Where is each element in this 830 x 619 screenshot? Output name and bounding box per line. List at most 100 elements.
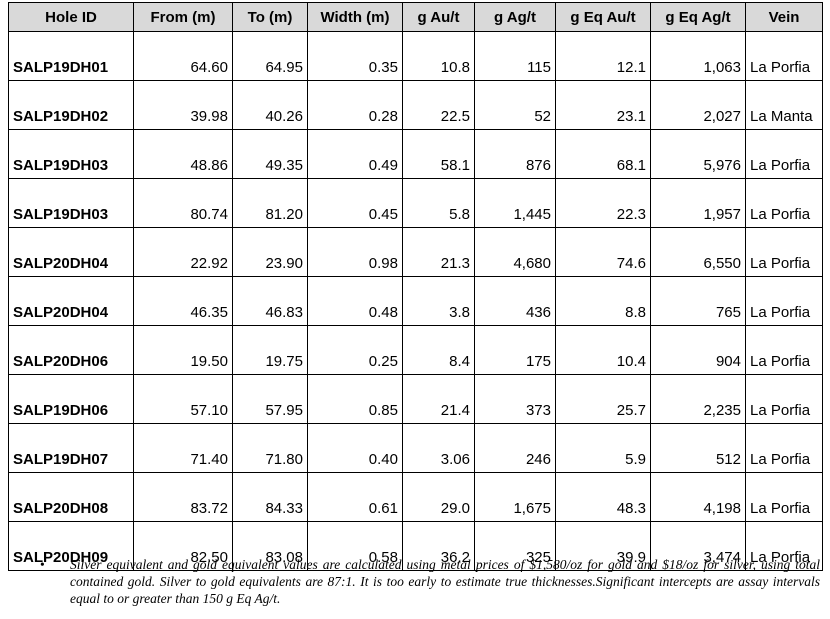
table-cell: 19.50 bbox=[133, 325, 233, 375]
table-cell: SALP19DH06 bbox=[8, 374, 134, 424]
header-cell: Vein bbox=[745, 2, 823, 32]
footnote-text: Silver equivalent and gold equivalent va… bbox=[70, 557, 820, 606]
table-cell: 5.9 bbox=[555, 423, 651, 473]
table-cell: 0.48 bbox=[307, 276, 403, 326]
table-cell: SALP19DH03 bbox=[8, 129, 134, 179]
table-cell: 765 bbox=[650, 276, 746, 326]
table-cell: La Porfia bbox=[745, 325, 823, 375]
table-cell: 2,235 bbox=[650, 374, 746, 424]
table-cell: La Porfia bbox=[745, 521, 823, 571]
table-cell: 876 bbox=[474, 129, 556, 179]
table-cell: 0.45 bbox=[307, 178, 403, 228]
table-cell: SALP20DH04 bbox=[8, 227, 134, 277]
header-cell: g Eq Ag/t bbox=[650, 2, 746, 32]
table-body: SALP19DH01 64.60 64.95 0.35 10.8 115 12.1 1,063… bbox=[8, 31, 823, 571]
table-cell: 46.83 bbox=[232, 276, 308, 326]
table-cell: 21.4 bbox=[402, 374, 475, 424]
table-cell: 0.85 bbox=[307, 374, 403, 424]
table-cell: 49.35 bbox=[232, 129, 308, 179]
bullet: • bbox=[40, 557, 45, 572]
header-cell: Width (m) bbox=[307, 2, 403, 32]
table-cell: 80.74 bbox=[133, 178, 233, 228]
table-cell: 40.26 bbox=[232, 80, 308, 130]
table-cell: 8.4 bbox=[402, 325, 475, 375]
table-cell: 3,474 bbox=[650, 521, 746, 571]
table-cell: 39.98 bbox=[133, 80, 233, 130]
table-cell: 1,063 bbox=[650, 31, 746, 81]
table-cell: 22.92 bbox=[133, 227, 233, 277]
table-cell: 10.8 bbox=[402, 31, 475, 81]
table-cell: La Porfia bbox=[745, 227, 823, 277]
table-cell: 52 bbox=[474, 80, 556, 130]
table-cell: SALP20DH04 bbox=[8, 276, 134, 326]
table-cell: 0.58 bbox=[307, 521, 403, 571]
table-row: SALP20DH09 82.50 83.08 0.58 36.2 325 39.9 3,474… bbox=[8, 521, 823, 571]
table-row: SALP20DH04 46.35 46.83 0.48 3.8 436 8.8 765 La P… bbox=[8, 276, 823, 326]
table-cell: 246 bbox=[474, 423, 556, 473]
table-cell: 5,976 bbox=[650, 129, 746, 179]
table-cell: 8.8 bbox=[555, 276, 651, 326]
header-cell: From (m) bbox=[133, 2, 233, 32]
table-row: SALP20DH06 19.50 19.75 0.25 8.4 175 10.4 904 La … bbox=[8, 325, 823, 375]
table-row: SALP19DH03 80.74 81.20 0.45 5.8 1,445 22.3 1,95… bbox=[8, 178, 823, 228]
table-cell: 3.8 bbox=[402, 276, 475, 326]
table-cell: 6,550 bbox=[650, 227, 746, 277]
table-cell: 4,198 bbox=[650, 472, 746, 522]
table-cell: SALP19DH03 bbox=[8, 178, 134, 228]
table-cell: La Porfia bbox=[745, 31, 823, 81]
table-cell: SALP19DH01 bbox=[8, 31, 134, 81]
table-cell: 904 bbox=[650, 325, 746, 375]
table-cell: 4,680 bbox=[474, 227, 556, 277]
table-cell: 175 bbox=[474, 325, 556, 375]
table-cell: 22.5 bbox=[402, 80, 475, 130]
data-table: Hole ID From (m) To (m) Width (m) g Au/t g Ag… bbox=[8, 2, 823, 571]
table-cell: 0.28 bbox=[307, 80, 403, 130]
table-cell: 46.35 bbox=[133, 276, 233, 326]
table-row: SALP19DH03 48.86 49.35 0.49 58.1 876 68.1 5,976… bbox=[8, 129, 823, 179]
table-cell: 0.98 bbox=[307, 227, 403, 277]
table-cell: La Porfia bbox=[745, 472, 823, 522]
table-cell: 58.1 bbox=[402, 129, 475, 179]
table-cell: 22.3 bbox=[555, 178, 651, 228]
table-cell: 48.3 bbox=[555, 472, 651, 522]
table-cell: 23.1 bbox=[555, 80, 651, 130]
table-cell: SALP19DH07 bbox=[8, 423, 134, 473]
table-cell: 64.95 bbox=[232, 31, 308, 81]
table-cell: 68.1 bbox=[555, 129, 651, 179]
table-cell: 64.60 bbox=[133, 31, 233, 81]
table-cell: 5.8 bbox=[402, 178, 475, 228]
table-cell: 0.49 bbox=[307, 129, 403, 179]
header-cell: Hole ID bbox=[8, 2, 134, 32]
table-cell: 21.3 bbox=[402, 227, 475, 277]
table-cell: 2,027 bbox=[650, 80, 746, 130]
table-cell: 373 bbox=[474, 374, 556, 424]
table-cell: 1,675 bbox=[474, 472, 556, 522]
table-row: SALP19DH02 39.98 40.26 0.28 22.5 52 23.1 2,027 L… bbox=[8, 80, 823, 130]
table-cell: SALP20DH09 bbox=[8, 521, 134, 571]
table-cell: 10.4 bbox=[555, 325, 651, 375]
table-cell: 12.1 bbox=[555, 31, 651, 81]
table-cell: 1,957 bbox=[650, 178, 746, 228]
table-cell: 436 bbox=[474, 276, 556, 326]
table-cell: 19.75 bbox=[232, 325, 308, 375]
table-cell: 74.6 bbox=[555, 227, 651, 277]
table-cell: 81.20 bbox=[232, 178, 308, 228]
header-row: Hole ID From (m) To (m) Width (m) g Au/t g Ag… bbox=[8, 2, 823, 32]
table-cell: 25.7 bbox=[555, 374, 651, 424]
table-cell: 23.90 bbox=[232, 227, 308, 277]
table-cell: 83.72 bbox=[133, 472, 233, 522]
table-cell: 71.40 bbox=[133, 423, 233, 473]
table-cell: 84.33 bbox=[232, 472, 308, 522]
table-cell: 57.95 bbox=[232, 374, 308, 424]
table-row: SALP19DH06 57.10 57.95 0.85 21.4 373 25.7 2,235… bbox=[8, 374, 823, 424]
table-cell: La Porfia bbox=[745, 178, 823, 228]
table-cell: 0.25 bbox=[307, 325, 403, 375]
table-cell: 0.35 bbox=[307, 31, 403, 81]
header-cell: g Ag/t bbox=[474, 2, 556, 32]
table-cell: 0.40 bbox=[307, 423, 403, 473]
table-cell: 29.0 bbox=[402, 472, 475, 522]
table-row: SALP20DH04 22.92 23.90 0.98 21.3 4,680 74.6 6,5… bbox=[8, 227, 823, 277]
table-row: SALP19DH07 71.40 71.80 0.40 3.06 246 5.9 512 La … bbox=[8, 423, 823, 473]
table-cell: 3.06 bbox=[402, 423, 475, 473]
